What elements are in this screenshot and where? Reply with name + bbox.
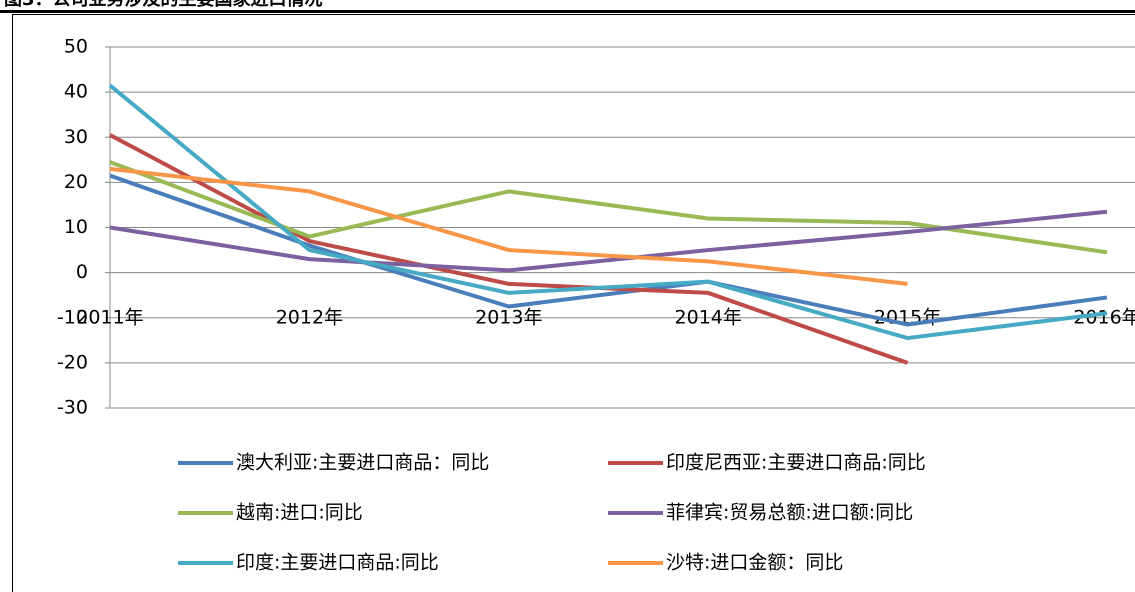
- x-tick-label: 2012年: [276, 306, 343, 328]
- legend-label: 沙特:进口金额：同比: [666, 552, 843, 574]
- frame: [12, 14, 1135, 592]
- y-tick-label: -30: [57, 397, 88, 419]
- x-tick-label: 2014年: [675, 306, 742, 328]
- series-line: [108, 83, 1108, 341]
- y-tick-label: 0: [76, 261, 88, 283]
- series-line: [109, 209, 1108, 273]
- y-tick-label: 30: [64, 126, 88, 148]
- legend-label: 菲律宾:贸易总额:进口额:同比: [666, 502, 913, 524]
- legend-label: 澳大利亚:主要进口商品：同比: [236, 452, 489, 474]
- y-tick-label: 10: [64, 216, 88, 238]
- title-rule: [0, 10, 1135, 13]
- legend-label: 印度尼西亚:主要进口商品:同比: [666, 452, 926, 474]
- x-tick-label: 2013年: [475, 306, 542, 328]
- y-tick-label: -20: [57, 351, 88, 373]
- y-tick-label: -10: [57, 306, 88, 328]
- x-tick-label: 2011年: [76, 306, 143, 328]
- legend-label: 印度:主要进口商品:同比: [236, 552, 439, 574]
- series-line: [109, 166, 908, 286]
- chart-title: 图3：公司业务涉及的主要国家进口情况: [4, 0, 323, 10]
- series-line: [109, 173, 1108, 327]
- y-tick-label: 20: [64, 171, 88, 193]
- y-tick-label: 50: [64, 36, 88, 58]
- series-line: [109, 133, 909, 365]
- legend-label: 越南:进口:同比: [236, 502, 363, 524]
- y-tick-label: 40: [64, 81, 88, 103]
- x-tick-label: 2016年: [1073, 306, 1135, 328]
